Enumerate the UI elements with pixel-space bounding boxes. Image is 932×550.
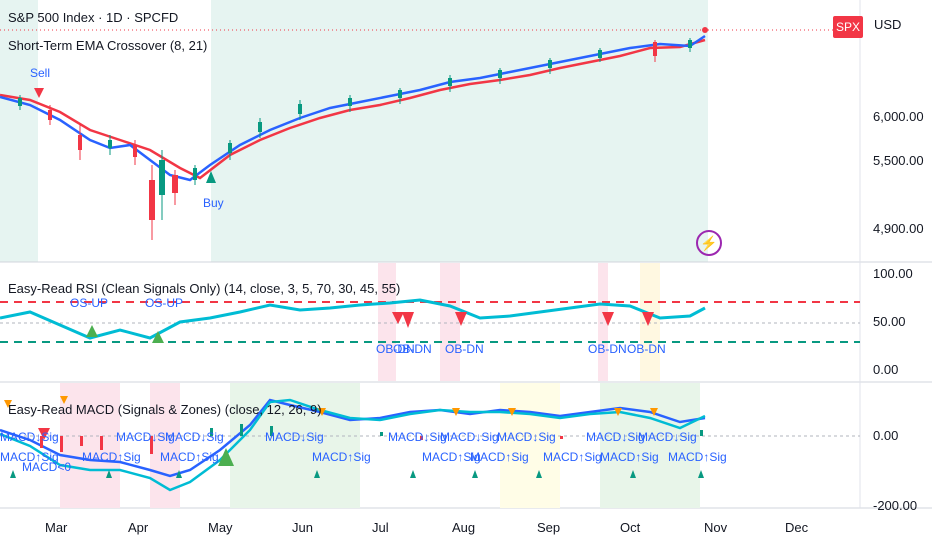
macd-dn-label: MACD↓Sig — [0, 430, 59, 444]
rsi-up-label: OS-UP — [70, 296, 109, 310]
rsi-ob-zone — [598, 263, 608, 381]
rsi-dn-marker — [602, 312, 614, 326]
fast-ema-line — [0, 34, 706, 182]
rsi-up-marker — [152, 331, 164, 343]
rsi-dn-marker — [642, 312, 654, 326]
macd-dn-label: MACD↓Sig — [497, 430, 556, 444]
month-label: Apr — [128, 520, 149, 535]
rsi-dn-label: OB-DN — [445, 342, 484, 356]
zone-bg — [0, 0, 38, 262]
macd-up-label: MACD↑Sig — [668, 450, 727, 464]
macd-indicator-title[interactable]: Easy-Read MACD (Signals & Zones) (close,… — [8, 402, 322, 417]
macd-up-label: MACD↑Sig — [82, 450, 141, 464]
rsi-dn-label: OB-DN — [627, 342, 666, 356]
macd-below-zero-label: MACD<0 — [22, 460, 72, 474]
rsi-up-label: OS-UP — [145, 296, 184, 310]
macd-dn-label: MACD↓Sig — [638, 430, 697, 444]
rsi-dn-marker — [392, 312, 404, 324]
price-tick: 6,000.00 — [873, 109, 924, 124]
macd-up-label: MACD↑Sig — [470, 450, 529, 464]
macd-dn-label: MACD↓Sig — [265, 430, 324, 444]
zone-bg — [211, 0, 708, 262]
macd-zone — [600, 383, 700, 508]
macd-dn-label: MACD↓Sig — [440, 430, 499, 444]
macd-histogram — [40, 424, 703, 454]
macd-up-label: MACD↑Sig — [543, 450, 602, 464]
macd-up-marker — [218, 448, 234, 466]
price-tick: 5,500.00 — [873, 153, 924, 168]
symbol-price-badge: SPX — [833, 16, 863, 38]
rsi-dn-marker — [402, 312, 414, 328]
macd-zone — [500, 383, 560, 508]
month-label: Nov — [704, 520, 728, 535]
macd-small-markers — [10, 470, 704, 478]
last-price-dot — [702, 27, 708, 33]
month-label: Sep — [537, 520, 561, 535]
month-label: Jul — [372, 520, 389, 535]
macd-line — [0, 398, 706, 478]
rsi-indicator-title[interactable]: Easy-Read RSI (Clean Signals Only) (14, … — [8, 281, 401, 296]
sell-label: Sell — [30, 66, 51, 80]
month-label: Dec — [785, 520, 809, 535]
macd-up-label: MACD↑Sig — [600, 450, 659, 464]
price-candles — [18, 38, 692, 240]
macd-tick: -200.00 — [873, 498, 918, 513]
buy-label: Buy — [203, 196, 224, 210]
macd-dn-label: MACD↓Sig — [388, 430, 447, 444]
buy-signal-marker — [206, 171, 216, 183]
macd-tick: 0.00 — [873, 428, 899, 443]
macd-zone — [60, 383, 120, 508]
rsi-tick: 0.00 — [873, 362, 899, 377]
macd-signal-line — [0, 398, 706, 492]
macd-small-dn-markers — [4, 396, 658, 416]
price-tick: 4,900.00 — [873, 221, 924, 236]
rsi-up-marker — [86, 325, 98, 337]
month-label: Oct — [620, 520, 641, 535]
lightning-icon[interactable]: ⚡ — [696, 230, 722, 256]
macd-up-label: MACD↑Sig — [422, 450, 481, 464]
macd-up-label: MACD↑Sig — [160, 450, 219, 464]
indicator-ema-title[interactable]: Short-Term EMA Crossover (8, 21) — [8, 38, 208, 53]
month-label: Aug — [452, 520, 476, 535]
symbol-title[interactable]: S&P 500 Index · 1D · SPCFD — [8, 10, 179, 25]
currency-label[interactable]: USD — [874, 17, 902, 32]
month-label: May — [208, 520, 233, 535]
rsi-dn-label: OB-DN — [393, 342, 432, 356]
macd-up-label: MACD↑Sig — [0, 450, 59, 464]
macd-dn-label: MACD↓Sig — [586, 430, 645, 444]
month-label: Mar — [45, 520, 68, 535]
macd-dn-label: MACD↓Sig — [165, 430, 224, 444]
rsi-tick: 50.00 — [873, 314, 906, 329]
month-label: Jun — [292, 520, 313, 535]
rsi-dn-marker — [455, 312, 467, 326]
sell-signal-marker — [34, 88, 44, 98]
rsi-ob-zone — [440, 263, 460, 381]
rsi-dn-label: OB-DN — [588, 342, 627, 356]
rsi-zone — [640, 263, 660, 381]
rsi-ob-zone — [378, 263, 396, 381]
macd-dn-label: MACD↓Sig — [116, 430, 175, 444]
macd-dn-marker — [38, 428, 50, 440]
rsi-tick: 100.00 — [873, 266, 913, 281]
rsi-line — [0, 298, 706, 340]
rsi-dn-label: OB-DN — [376, 342, 415, 356]
macd-up-label: MACD↑Sig — [312, 450, 371, 464]
macd-zone — [230, 383, 360, 508]
